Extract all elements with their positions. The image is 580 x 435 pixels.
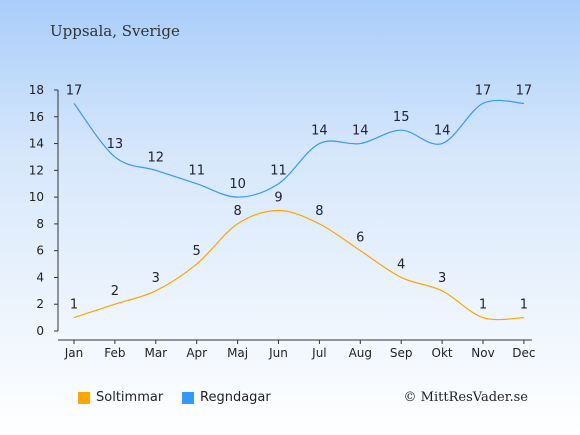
x-tick-label: Nov [471,346,494,360]
data-label-sun: 3 [438,271,446,286]
x-tick-label: Jul [311,346,326,360]
data-label-rain: 14 [311,124,328,139]
x-tick-label: Okt [432,346,453,360]
y-tick-label: 12 [29,163,44,177]
legend-swatch-sun [78,391,90,404]
x-tick-label: Feb [104,346,125,360]
x-tick-label: Mar [144,346,167,360]
credit-text: © MittResVader.se [403,390,528,405]
x-tick-label: Jun [268,346,288,360]
data-label-sun: 1 [520,298,528,313]
data-label-sun: 5 [193,244,201,259]
y-tick-label: 16 [29,110,44,124]
y-tick-label: 8 [36,217,44,231]
data-label-sun: 8 [233,204,241,219]
legend-label-sun: Soltimmar [96,390,164,405]
x-tick-label: Aug [349,346,372,360]
data-label-sun: 2 [111,284,119,299]
data-label-rain: 17 [475,83,492,98]
data-label-rain: 15 [393,110,410,125]
y-tick-label: 0 [36,324,44,338]
y-tick-label: 10 [29,190,44,204]
data-label-sun: 9 [274,191,282,206]
legend-swatch-rain [182,391,194,404]
series-line-rain [73,99,524,198]
data-label-rain: 13 [107,137,124,152]
x-tick-label: Dec [512,346,535,360]
legend-item-sun: Soltimmar [78,390,163,405]
data-label-sun: 6 [356,231,364,246]
legend-label-rain: Regndagar [200,390,271,405]
data-label-sun: 8 [315,204,323,219]
data-label-rain: 17 [66,83,83,98]
data-label-sun: 3 [152,271,160,286]
data-label-rain: 11 [188,164,205,179]
y-tick-label: 2 [36,297,44,311]
data-label-sun: 1 [479,298,487,313]
series-line-sun [73,209,524,321]
chart-title: Uppsala, Sverige [50,22,180,40]
data-label-rain: 11 [270,164,287,179]
data-label-rain: 14 [352,124,369,139]
data-label-sun: 4 [397,257,405,272]
data-label-sun: 1 [70,298,78,313]
x-tick-label: Sep [390,346,413,360]
x-tick-label: Maj [227,346,248,360]
data-label-rain: 10 [229,177,246,192]
x-tick-label: Apr [186,346,207,360]
y-tick-label: 18 [29,83,44,97]
data-label-rain: 17 [516,83,533,98]
data-label-rain: 12 [148,150,165,165]
legend-item-rain: Regndagar [182,390,271,405]
data-label-rain: 14 [434,124,451,139]
x-tick-label: Jan [64,346,84,360]
y-tick-label: 6 [36,244,44,258]
y-tick-label: 14 [29,137,44,151]
y-tick-label: 4 [36,270,44,284]
